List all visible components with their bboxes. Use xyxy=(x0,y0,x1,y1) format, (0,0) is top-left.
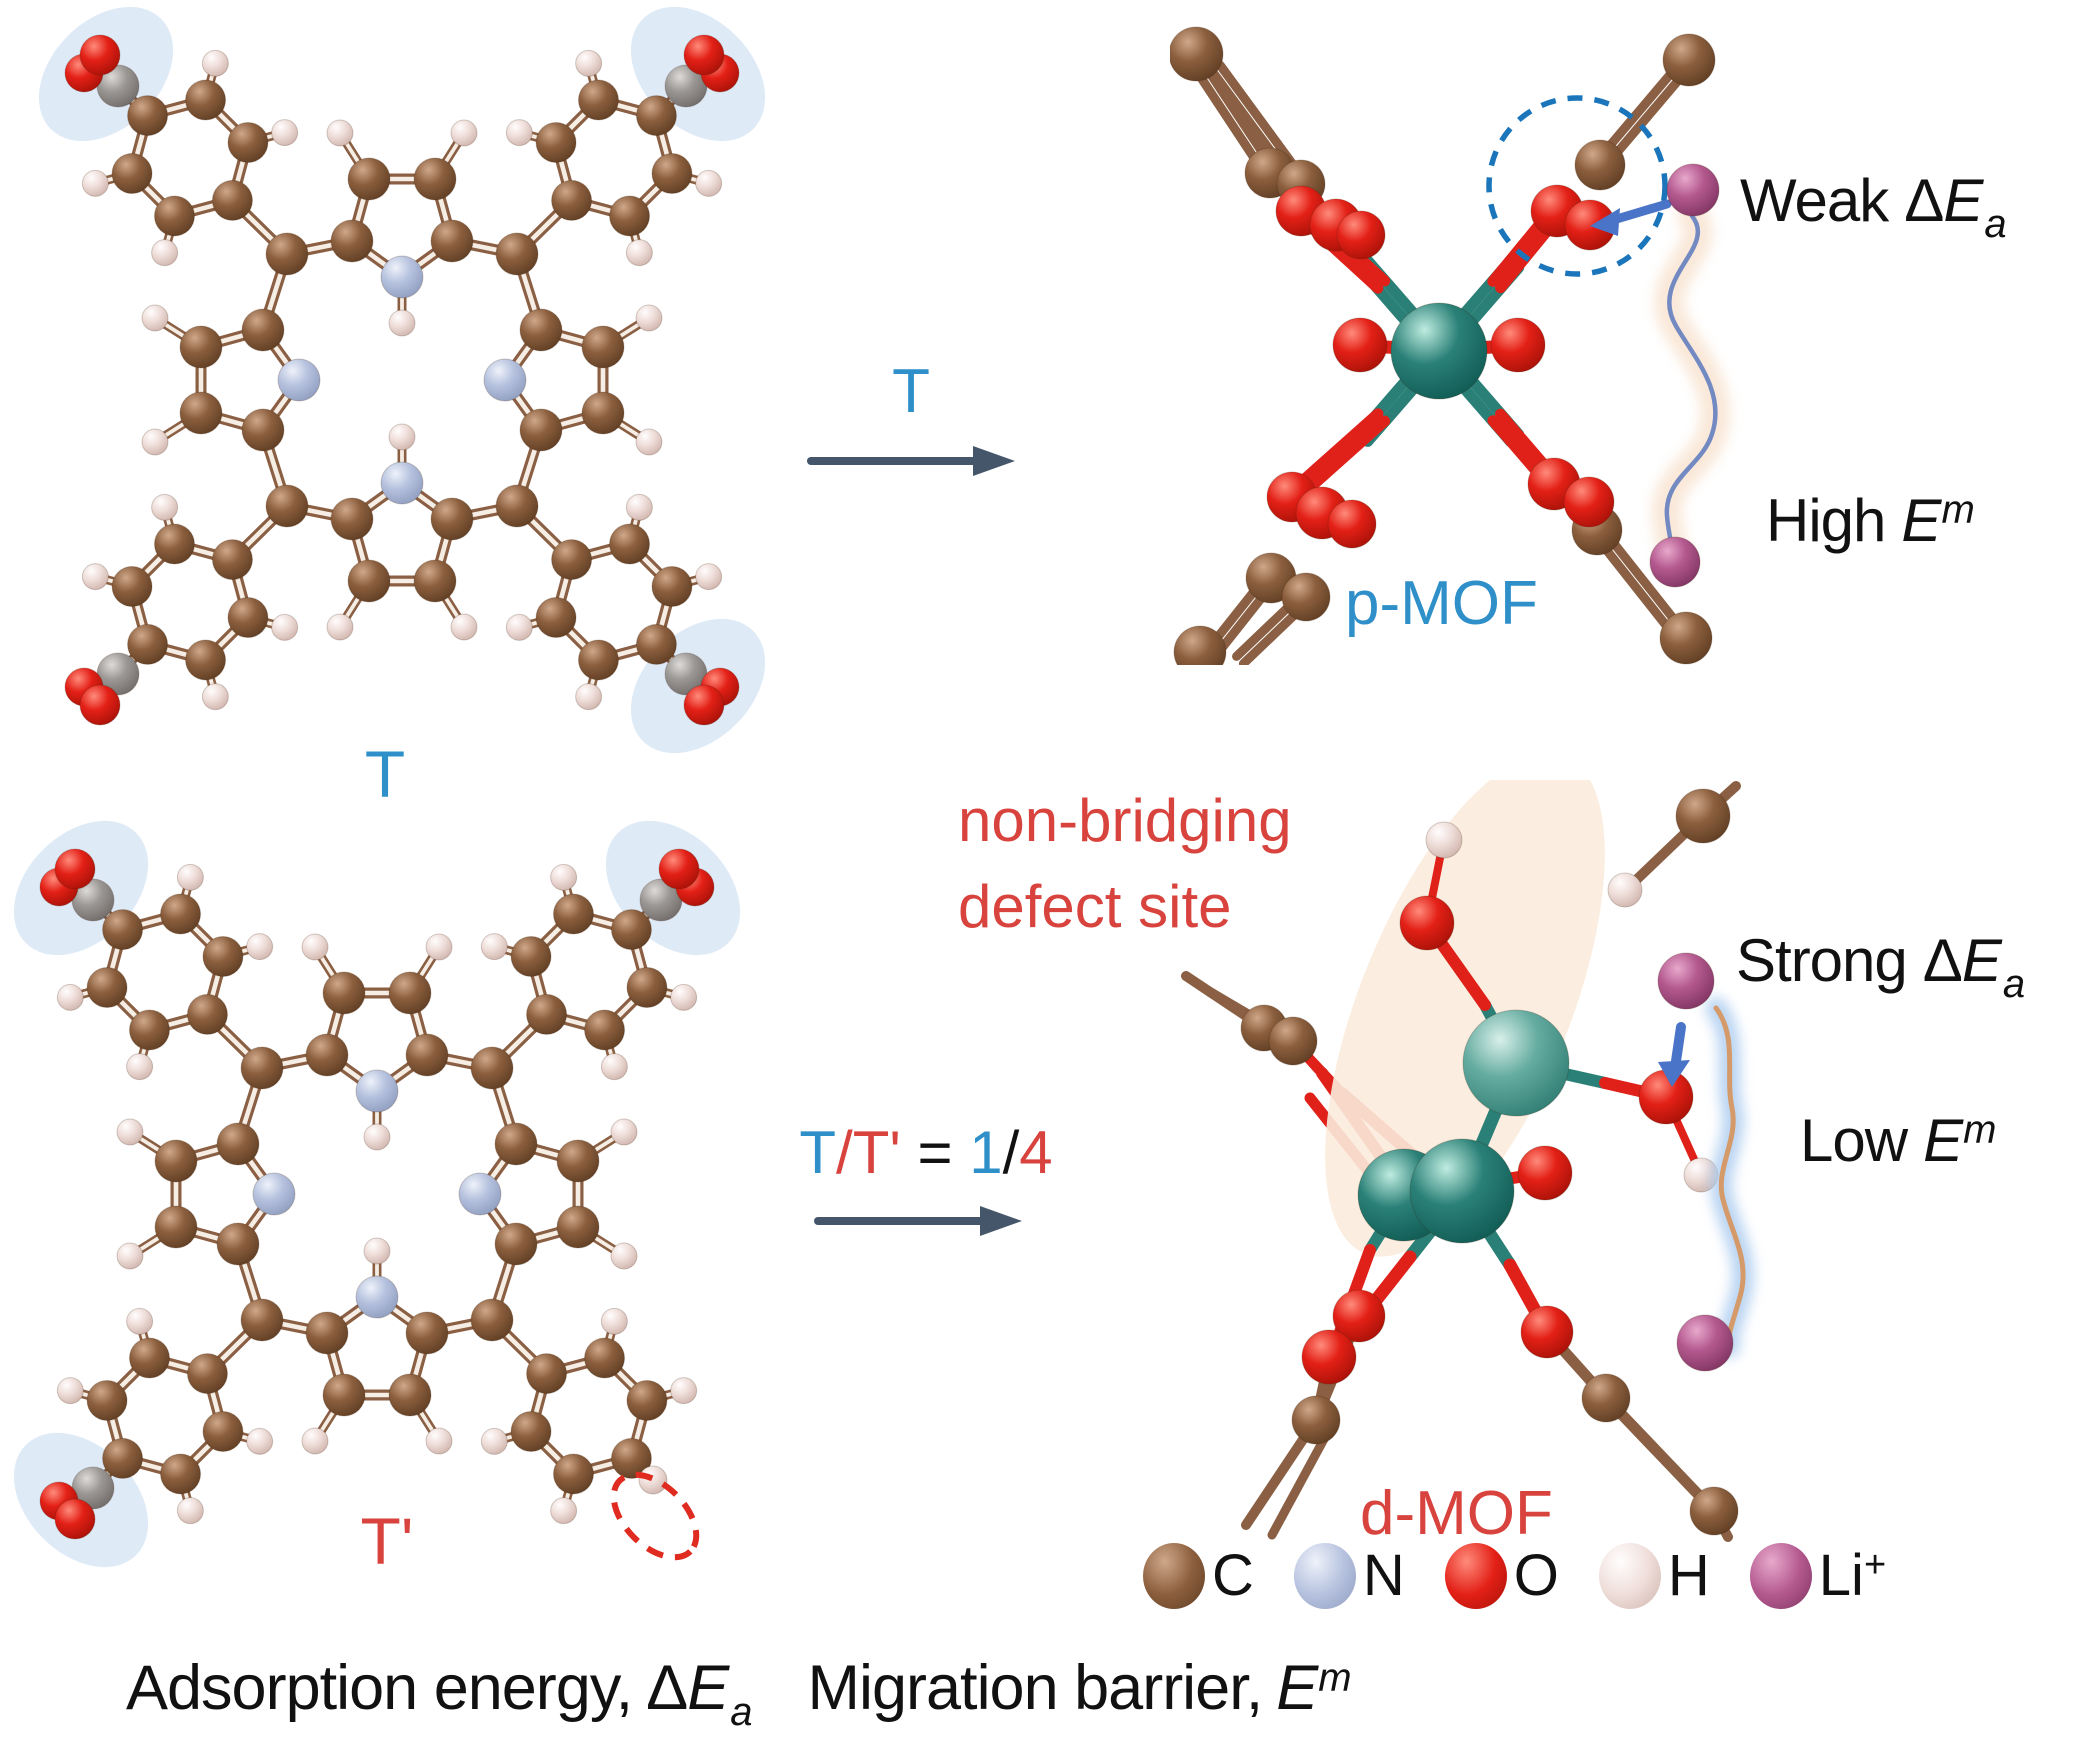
legend-label-o: O xyxy=(1513,1543,1559,1608)
migration-caption-text: Migration barrier, xyxy=(807,1653,1264,1723)
reaction-ratio-part: T xyxy=(799,1119,837,1186)
energy-superscript: m xyxy=(1318,1656,1351,1700)
delta-symbol: Δ xyxy=(1922,927,1963,994)
migration-barrier-caption: Migration barrier, Em xyxy=(807,1652,1352,1724)
legend-item-n: N xyxy=(1293,1542,1405,1609)
energy-subscript: a xyxy=(1984,202,2006,246)
energy-symbol: E xyxy=(687,1653,729,1723)
low-migration-annotation: Low Em xyxy=(1800,1106,1996,1175)
legend-item-o: O xyxy=(1444,1542,1559,1609)
defective-mof-label: d-MOF xyxy=(1360,1479,1553,1548)
legend-label-h: H xyxy=(1667,1543,1710,1608)
reaction-ratio-part: / xyxy=(1002,1119,1020,1186)
energy-superscript: m xyxy=(1941,488,1974,532)
reaction-bottom-label: T/T' = 1/4 xyxy=(776,1118,1076,1187)
reaction-ratio-part: T' xyxy=(852,1119,901,1186)
energy-subscript: a xyxy=(2002,962,2025,1006)
delta-symbol: Δ xyxy=(1904,167,1944,234)
defective-linker-label: T' xyxy=(360,1504,414,1578)
energy-superscript: m xyxy=(1963,1108,1996,1152)
legend-item-h: H xyxy=(1598,1542,1710,1609)
defect-callout-line1: non-bridging xyxy=(958,787,1292,854)
reaction-arrow-bottom xyxy=(814,1206,1022,1236)
legend-label-li: Li+ xyxy=(1818,1543,1887,1608)
low-text: Low xyxy=(1800,1107,1908,1174)
h-atom-icon xyxy=(1598,1542,1661,1609)
pristine-linker-structure xyxy=(38,6,766,754)
high-text: High xyxy=(1766,487,1886,554)
figure-caption: Adsorption energy, ΔEa Migration barrier,… xyxy=(126,1652,1352,1734)
defect-callout-line2: defect site xyxy=(958,873,1232,940)
reaction-top-label: T xyxy=(892,357,930,426)
o-atom-icon xyxy=(1444,1542,1507,1609)
energy-subscript: a xyxy=(730,1690,752,1734)
reaction-ratio-part: / xyxy=(836,1119,853,1186)
high-migration-annotation: High Em xyxy=(1766,486,1975,555)
legend-item-li: Li+ xyxy=(1749,1542,1887,1609)
weak-text: Weak xyxy=(1740,167,1889,234)
n-atom-icon xyxy=(1293,1542,1356,1609)
c-atom-icon xyxy=(1143,1542,1205,1609)
adsorption-energy-caption: Adsorption energy, ΔEa xyxy=(126,1652,753,1734)
li-atom-icon xyxy=(1749,1542,1812,1609)
pristine-mof-label: p-MOF xyxy=(1345,569,1538,638)
energy-symbol: E xyxy=(1923,1107,1963,1174)
defect-site-callout: non-bridging defect site xyxy=(958,778,1292,950)
delta-symbol: Δ xyxy=(646,1653,688,1723)
energy-symbol: E xyxy=(1961,927,2002,994)
reaction-ratio-part: 1 xyxy=(969,1119,1003,1186)
strong-text: Strong xyxy=(1736,927,1908,994)
strong-adsorption-annotation: Strong ΔEa xyxy=(1736,926,2025,1006)
reaction-arrow-top xyxy=(807,446,1015,476)
energy-symbol: E xyxy=(1943,167,1983,234)
pristine-mof-structure xyxy=(1170,26,1731,665)
legend-item-c: C xyxy=(1143,1542,1254,1609)
energy-symbol: E xyxy=(1901,487,1941,554)
defective-linker-structure xyxy=(13,820,741,1568)
legend-label-c: C xyxy=(1212,1543,1254,1608)
reaction-ratio-part: 4 xyxy=(1019,1119,1053,1186)
weak-adsorption-annotation: Weak ΔEa xyxy=(1740,166,2007,246)
legend-label-n: N xyxy=(1362,1543,1405,1608)
pristine-linker-label: T xyxy=(364,737,406,811)
energy-symbol: E xyxy=(1276,1653,1318,1723)
reaction-ratio-part: = xyxy=(900,1119,970,1186)
adsorption-caption-text: Adsorption energy, xyxy=(126,1653,633,1723)
atom-legend: C N O H Li+ xyxy=(1143,1542,1886,1609)
